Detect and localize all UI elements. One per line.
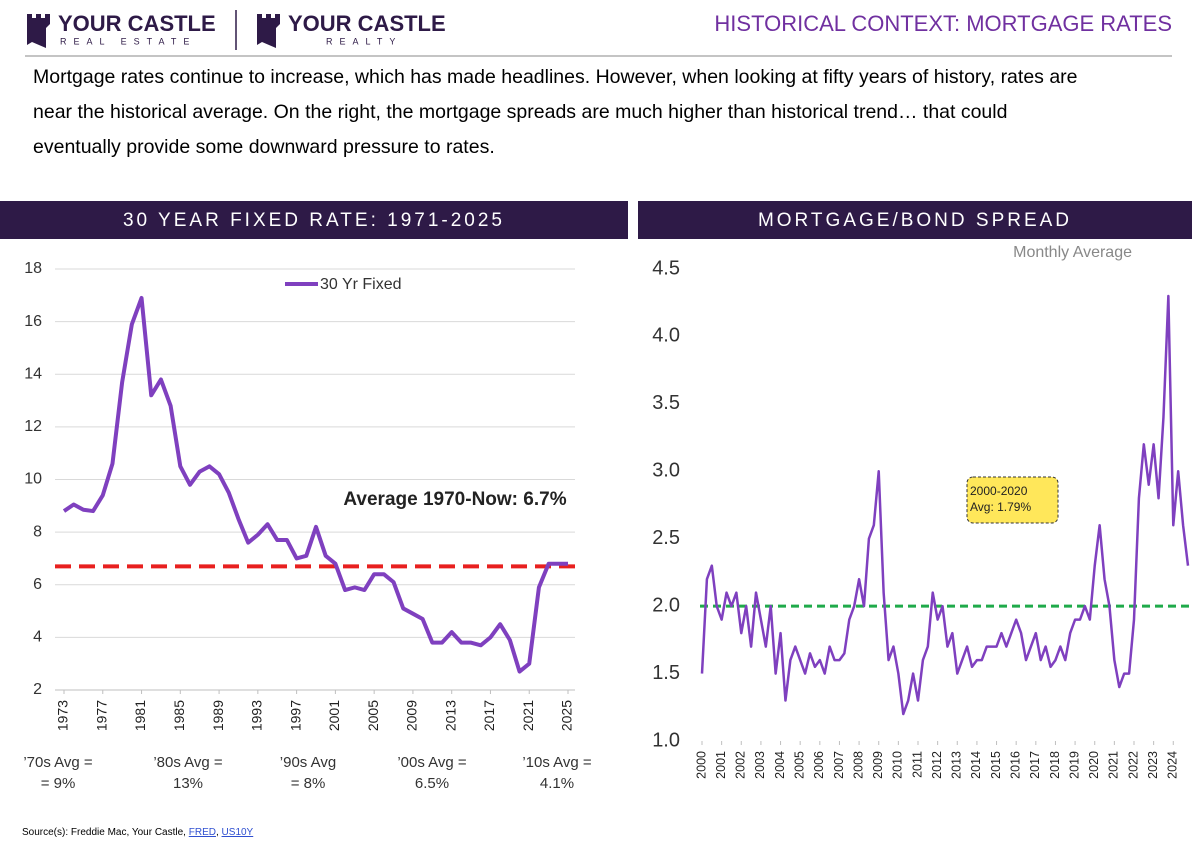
chart-title: 30 YEAR FIXED RATE: 1971-2025 — [123, 210, 505, 231]
castle-icon — [27, 14, 50, 48]
decade-average: ’70s Avg = — [23, 754, 93, 771]
x-tick-label: 2019 — [1067, 751, 1081, 779]
x-tick-label: 1989 — [210, 700, 226, 731]
x-tick-label: 2011 — [910, 751, 924, 778]
intro: Mortgage rates continue to increase, whi… — [33, 60, 1078, 165]
x-tick-label: 2023 — [1146, 751, 1160, 779]
intro-line: near the historical average. On the righ… — [33, 101, 1008, 123]
x-tick-label: 2013 — [950, 751, 964, 779]
y-tick-label: 10 — [24, 471, 42, 488]
x-tick-label: 1997 — [287, 700, 303, 731]
logo-name: YOUR CASTLE — [288, 11, 446, 36]
x-tick-label: 2021 — [1107, 751, 1121, 779]
y-tick-label: 18 — [24, 260, 42, 277]
x-tick-label: 2022 — [1126, 751, 1140, 779]
decade-average: 13% — [173, 775, 203, 792]
x-tick-label: 2021 — [520, 700, 536, 731]
annotation-box — [966, 476, 1059, 524]
source-sep: , — [216, 827, 222, 838]
decade-average: ’10s Avg = — [522, 754, 592, 771]
x-tick-label: 2016 — [1008, 751, 1022, 779]
logo-right: YOUR CASTLE REALTY HISTORICAL CONTEXT: M… — [22, 11, 1172, 838]
logo-name: YOUR CASTLE — [58, 11, 216, 36]
source-link[interactable]: FRED — [189, 827, 216, 838]
page-title: HISTORICAL CONTEXT: MORTGAGE RATES — [714, 11, 1172, 36]
decade-average: = 8% — [291, 775, 326, 792]
x-tick-label: 2005 — [365, 700, 381, 731]
x-tick-label: 2014 — [969, 751, 983, 779]
decade-average: 6.5% — [415, 775, 449, 792]
annotation-text: Avg: 1.79% — [970, 500, 1031, 514]
y-tick-label: 1.0 — [652, 729, 680, 751]
logo-tagline: REALTY — [326, 36, 402, 46]
x-tick-label: 2025 — [559, 700, 575, 731]
intro-line: eventually provide some downward pressur… — [33, 136, 495, 158]
y-tick-label: 2.5 — [652, 527, 680, 549]
y-tick-label: 3.0 — [652, 460, 680, 482]
x-tick-label: 2009 — [871, 751, 885, 779]
x-tick-label: 2017 — [1028, 751, 1042, 779]
x-tick-label: 1977 — [93, 700, 109, 731]
x-tick-label: 2005 — [792, 751, 806, 779]
annotation-text: 2000-2020 — [970, 484, 1028, 498]
intro-line: Mortgage rates continue to increase, whi… — [33, 66, 1078, 88]
x-tick-label: 2007 — [832, 751, 846, 779]
y-tick-label: 1.5 — [652, 662, 680, 684]
x-tick-label: 2004 — [773, 751, 787, 779]
x-tick-label: 2002 — [734, 751, 748, 779]
source-text: Source(s): Freddie Mac, Your Castle, — [22, 827, 189, 838]
x-tick-label: 2003 — [753, 751, 767, 779]
legend-label: 30 Yr Fixed — [320, 276, 402, 293]
y-tick-label: 4 — [33, 629, 42, 646]
x-tick-label: 2024 — [1166, 751, 1180, 779]
x-tick-label: 2017 — [481, 700, 497, 731]
x-tick-label: 2012 — [930, 751, 944, 779]
logo-tagline: REAL ESTATE — [60, 36, 196, 46]
y-tick-label: 6 — [33, 576, 42, 593]
y-tick-label: 2.0 — [652, 594, 680, 616]
x-tick-label: 2006 — [812, 751, 826, 779]
decade-average: = 9% — [41, 775, 76, 792]
source-link[interactable]: US10Y — [222, 827, 254, 838]
series-line — [700, 294, 1190, 716]
x-tick-label: 2001 — [714, 751, 728, 779]
x-tick-label: 2018 — [1048, 751, 1062, 779]
y-tick-label: 4.0 — [652, 325, 680, 347]
chart-subtitle: Monthly Average — [1013, 244, 1132, 261]
decade-average: ’80s Avg = — [153, 754, 223, 771]
annotation: Average 1970-Now: 6.7% — [343, 489, 566, 510]
section-bar — [0, 201, 628, 239]
x-tick-label: 2009 — [404, 700, 420, 731]
x-tick-label: 2010 — [891, 751, 905, 779]
x-tick-label: 2000 — [694, 751, 708, 779]
x-tick-label: 2008 — [851, 751, 865, 779]
y-tick-label: 8 — [33, 523, 42, 540]
decade-average: ’90s Avg — [280, 754, 336, 771]
x-tick-label: 2013 — [442, 700, 458, 731]
x-tick-label: 1993 — [249, 700, 265, 731]
castle-icon — [257, 14, 280, 48]
section-bar — [638, 201, 1192, 239]
y-tick-label: 3.5 — [652, 392, 680, 414]
chart-title: MORTGAGE/BOND SPREAD — [758, 210, 1072, 231]
x-tick-label: 1985 — [171, 700, 187, 731]
y-tick-label: 4.5 — [652, 257, 680, 279]
x-tick-label: 2015 — [989, 751, 1003, 779]
y-tick-label: 2 — [33, 681, 42, 698]
series-line — [62, 295, 568, 674]
y-tick-label: 12 — [24, 418, 42, 435]
x-tick-label: 2020 — [1087, 751, 1101, 779]
y-tick-label: 14 — [24, 365, 42, 382]
y-tick-label: 16 — [24, 313, 42, 330]
source: Source(s): Freddie Mac, Your Castle, FRE… — [22, 827, 254, 838]
decade-average: ’00s Avg = — [397, 754, 467, 771]
decade-average: 4.1% — [540, 775, 574, 792]
x-tick-label: 1981 — [132, 700, 148, 731]
x-tick-label: 1973 — [55, 700, 71, 731]
logo-left: YOUR CASTLE REAL ESTATE YOUR CASTLE REAL… — [22, 10, 1172, 838]
x-tick-label: 2001 — [326, 700, 342, 731]
